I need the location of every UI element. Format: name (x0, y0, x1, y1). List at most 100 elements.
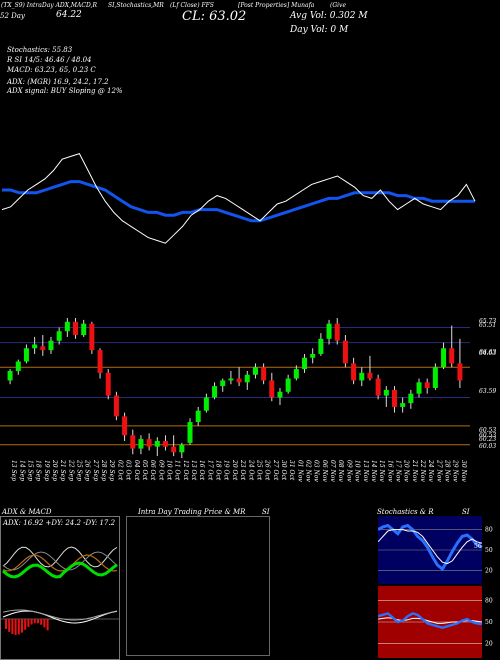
date-tick-label: 25 Oct (255, 459, 262, 481)
macd-histogram-bar (40, 619, 43, 625)
date-tick-label: 29 Sep (108, 459, 115, 481)
macd-histogram-bar (27, 619, 30, 627)
date-tick-label: 20 Oct (231, 459, 238, 481)
candle-body (318, 338, 324, 354)
candle-body (23, 348, 29, 362)
date-tick-label: 28 Nov (444, 459, 451, 482)
date-tick-label: 15 Sep (26, 460, 33, 481)
header-line1-mid: SI,Stochastics,MR (108, 2, 164, 9)
candle-body (449, 348, 455, 364)
candle-body (457, 363, 463, 381)
candle-body (351, 363, 357, 381)
adx-macd-panel: ADX: 16.92 +DY: 24.2 -DY: 17.2 (0, 516, 120, 660)
date-tick-label: 27 Oct (272, 459, 279, 481)
candle-body (162, 440, 168, 447)
date-tick-label: 19 Sep (43, 460, 50, 481)
stoch-k-line (378, 523, 483, 572)
macd-histogram-bar (5, 619, 7, 629)
date-tick-label: 06 Nov (321, 460, 328, 482)
candle-body (416, 382, 422, 394)
candle-body (220, 380, 226, 387)
rsi-readout: R SI 14/5: 46.46 / 48.04 (7, 56, 92, 64)
candle-body (48, 340, 54, 351)
day-vol-label: Day Vol: 0 M (290, 25, 349, 35)
candle-body (367, 372, 373, 379)
macd-histogram-bar (30, 619, 33, 625)
adx-values-text: ADX: 16.92 +DY: 24.2 -DY: 17.2 (3, 519, 116, 527)
candle-body (212, 386, 218, 398)
adx-macd-title: ADX & MACD (2, 508, 52, 516)
adx-grey-line (2, 551, 118, 571)
stoch-value-label: 56 (474, 543, 482, 550)
macd-signal-line (2, 609, 118, 621)
avg-vol-label: Avg Vol: 0.302 M (290, 11, 368, 21)
candle-body (277, 391, 283, 398)
chart-title-close: CL: 63.02 (182, 9, 247, 24)
date-tick-label: 28 Sep (100, 459, 107, 481)
macd-histogram-bar (21, 619, 23, 633)
adx-white-line (2, 546, 118, 568)
price-axis-label: 65.73 (479, 318, 497, 325)
date-tick-label: 02 Nov (305, 460, 312, 482)
macd-histogram-bar (11, 619, 14, 635)
candle-body (252, 367, 258, 375)
date-tick-label: 12 Oct (182, 460, 189, 481)
date-tick-label: 20 Nov (403, 459, 410, 482)
stoch-axis-label: 50 (485, 547, 493, 554)
rsi-mini-chart: 80 50 20 (378, 586, 493, 658)
header-52day-label: 52 Day (0, 12, 25, 20)
candle-body (7, 370, 13, 381)
candle-body (408, 393, 414, 404)
candle-body (122, 416, 128, 436)
candle-body (195, 410, 201, 423)
header-line1-suffix: (Give (330, 2, 346, 9)
date-tick-label: 09 Oct (157, 460, 164, 481)
stoch-axis-label: 20 (485, 567, 493, 574)
date-tick-label: 29 Nov (452, 459, 459, 482)
date-tick-label: 16 Oct (198, 460, 205, 481)
price-axis-label: 63.59 (479, 388, 497, 395)
date-tick-label: 15 Nov (378, 460, 385, 482)
date-tick-label: 17 Nov (394, 460, 401, 482)
adx-signal-readout: ADX signal: BUY Sloping @ 12% (7, 87, 123, 95)
stochastics-readout: Stochastics: 55.83 (7, 46, 73, 54)
rsi-line (378, 612, 483, 630)
stochastics-mini-chart: 80 50 20 56 (378, 516, 493, 584)
price-axis-label: 65.51 (479, 322, 497, 329)
price-axis-label: 60.23 (479, 436, 497, 443)
date-tick-label: 18 Sep (35, 460, 42, 481)
date-tick-label: 18 Oct (215, 460, 222, 481)
price-axis-label: 60.53 (479, 427, 497, 434)
date-tick-label: 09 Nov (345, 460, 352, 482)
candle-body (179, 444, 185, 453)
header-line1-right: [Post Properties] Munafa (238, 2, 315, 9)
date-tick-label: 10 Oct (165, 460, 172, 481)
date-tick-label: 31 Oct (288, 460, 295, 481)
date-tick-label: 14 Nov (370, 460, 377, 482)
candle-body (375, 378, 381, 396)
candle-body (154, 440, 160, 447)
price-candlestick-chart: 13 Sep 14 Sep 15 Sep 18 Sep 19 Sep 20 Sep 21 S… (0, 318, 470, 482)
candle-body (146, 439, 152, 447)
header-line1-mid2: (Lf Close) FFS (170, 2, 214, 9)
candle-body (383, 389, 389, 396)
candle-body (171, 446, 177, 453)
candle-body (269, 380, 275, 398)
macd-histogram-bar (8, 619, 11, 632)
date-tick-label: 20 Sep (51, 459, 58, 481)
date-tick-label: 24 Nov (427, 459, 434, 482)
macd-readout: MACD: 63.23, 65, 0.23 C (7, 66, 96, 74)
candle-body (400, 403, 406, 407)
header-52day-value: 64.22 (56, 10, 82, 20)
macd-histogram-bar (37, 619, 39, 624)
candle-body (130, 435, 136, 449)
candle-body (236, 378, 242, 383)
candle-body (334, 323, 340, 341)
price-axis-label: 66.63 (479, 349, 497, 356)
date-tick-label: 24 Oct (247, 459, 254, 481)
candle-body (244, 374, 250, 383)
price-axis-label: 64.63 (479, 350, 497, 357)
date-tick-label: 30 Oct (280, 460, 287, 481)
candle-body (97, 350, 103, 373)
candle-body (293, 369, 299, 379)
